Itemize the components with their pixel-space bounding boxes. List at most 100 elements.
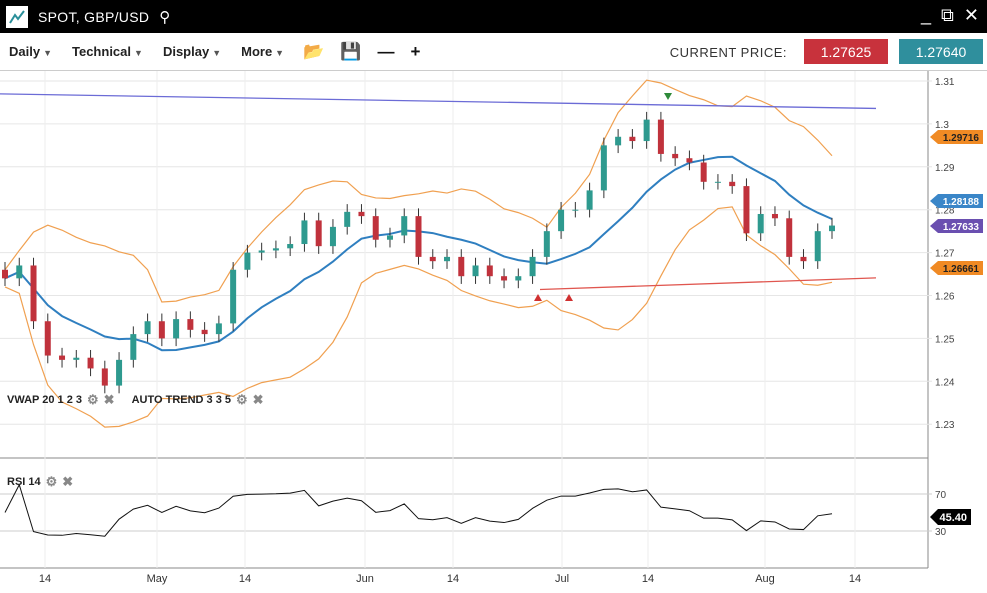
candle-body [301, 220, 308, 245]
auto-trend-label: AUTO TREND 3 3 5 [131, 394, 232, 406]
candle-body [501, 276, 508, 281]
close-icon[interactable]: ✕ [963, 5, 979, 25]
menu-more[interactable]: More ▼ [241, 44, 284, 59]
candle-body [201, 329, 208, 335]
menu-label: Display [162, 44, 210, 59]
candle-body [415, 216, 422, 257]
popout-icon[interactable]: ⧉ [941, 5, 954, 25]
time-tick-label: 14 [642, 573, 654, 585]
candle-body [173, 319, 180, 339]
candle-body [429, 256, 436, 262]
upper-band-line [4, 79, 833, 303]
candle-body [287, 244, 294, 249]
zoom-out-icon[interactable]: — [377, 41, 395, 61]
candle-body [472, 265, 479, 277]
rsi-value-tag [930, 509, 971, 525]
lower-band-line [4, 206, 833, 428]
candle-body [244, 252, 251, 270]
price-tag [930, 219, 983, 233]
menu-label: Technical [72, 44, 132, 59]
candle-body [144, 321, 151, 335]
candle-body [73, 357, 80, 360]
open-folder-icon[interactable]: 📂 [303, 41, 325, 61]
support-trend-line [539, 277, 877, 291]
menu-label: More [241, 44, 273, 59]
close-icon[interactable]: ✖ [62, 474, 74, 489]
menu-technical[interactable]: Technical ▼ [72, 44, 143, 59]
price-tick-label: 1.26 [935, 292, 955, 303]
gear-icon[interactable]: ⚙ [87, 392, 99, 407]
candle-body [572, 209, 579, 211]
price-tick-label: 1.3 [935, 120, 949, 131]
time-tick-label: Aug [755, 573, 775, 585]
price-tag [930, 194, 983, 208]
gear-icon[interactable]: ⚙ [45, 474, 58, 489]
vwap-legend: VWAP 20 1 2 3 ⚙ ✖ AUTO TREND 3 3 5 ⚙ ✖ [7, 392, 264, 408]
rsi-legend: RSI 14 ⚙ ✖ [7, 474, 73, 490]
rsi-tick-label: 30 [935, 527, 947, 538]
vwap-label: VWAP 20 1 2 3 [7, 394, 83, 406]
candle-body [615, 136, 622, 146]
candle-body [444, 256, 451, 262]
minimize-icon[interactable]: _ [921, 5, 932, 25]
menu-label: Daily [9, 44, 41, 59]
candle-body [486, 265, 493, 277]
time-tick-label: 14 [447, 573, 459, 585]
candle-body [686, 158, 693, 163]
price-tag [930, 261, 983, 275]
candle-body [401, 216, 408, 236]
search-icon[interactable]: ⚲ [159, 8, 171, 26]
resistance-trend-line [0, 93, 877, 110]
price-tag-label: 1.29716 [943, 133, 980, 144]
candle-body [158, 321, 165, 339]
candle-body [600, 145, 607, 191]
menu-display[interactable]: Display ▼ [163, 44, 221, 59]
close-icon[interactable]: ✖ [103, 392, 115, 407]
candle-body [771, 213, 778, 219]
bid-price-button[interactable]: 1.27625 [804, 39, 888, 64]
candle-body [729, 181, 736, 187]
price-tick-label: 1.29 [935, 163, 955, 174]
candle-body [672, 153, 679, 159]
menu-daily[interactable]: Daily ▼ [9, 44, 52, 59]
candle-body [829, 225, 835, 232]
close-icon[interactable]: ✖ [252, 392, 264, 407]
chevron-down-icon: ▼ [212, 48, 222, 58]
candle-body [786, 218, 793, 257]
candle-body [386, 235, 393, 240]
price-tick-label: 1.25 [935, 334, 955, 345]
candle-body [44, 321, 51, 356]
gear-icon[interactable]: ⚙ [236, 392, 248, 407]
candle-body [814, 231, 821, 262]
candle-body [187, 319, 194, 330]
price-tag-label: 1.27633 [943, 222, 980, 233]
ask-price-button[interactable]: 1.27640 [899, 39, 983, 64]
time-tick-label: May [147, 573, 168, 585]
candle-body [87, 357, 94, 369]
candle-body [714, 181, 721, 183]
candle-body [215, 323, 222, 335]
candle-body [643, 119, 650, 142]
candle-body [757, 213, 764, 234]
price-tag-label: 1.28188 [943, 197, 980, 208]
price-tick-label: 1.28 [935, 206, 955, 217]
save-icon[interactable]: 💾 [340, 41, 362, 61]
price-tick-label: 1.24 [935, 377, 955, 388]
candle-body [272, 248, 279, 251]
candle-body [230, 269, 237, 324]
candle-body [515, 276, 522, 281]
chevron-down-icon: ▼ [43, 48, 52, 58]
chevron-down-icon: ▼ [275, 48, 285, 58]
candle-body [116, 359, 123, 386]
candle-body [558, 209, 565, 232]
candle-body [358, 211, 365, 217]
rsi-value-label: 45.40 [939, 512, 967, 524]
candle-body [743, 186, 750, 234]
title-bar: SPOT, GBP/USD ⚲ _ ⧉ ✕ [0, 0, 987, 33]
zoom-in-icon[interactable]: + [410, 41, 421, 61]
window-title: SPOT, GBP/USD [38, 8, 150, 25]
price-tick-label: 1.23 [935, 420, 955, 431]
candle-body [30, 265, 37, 322]
rsi-label: RSI 14 [7, 476, 41, 488]
